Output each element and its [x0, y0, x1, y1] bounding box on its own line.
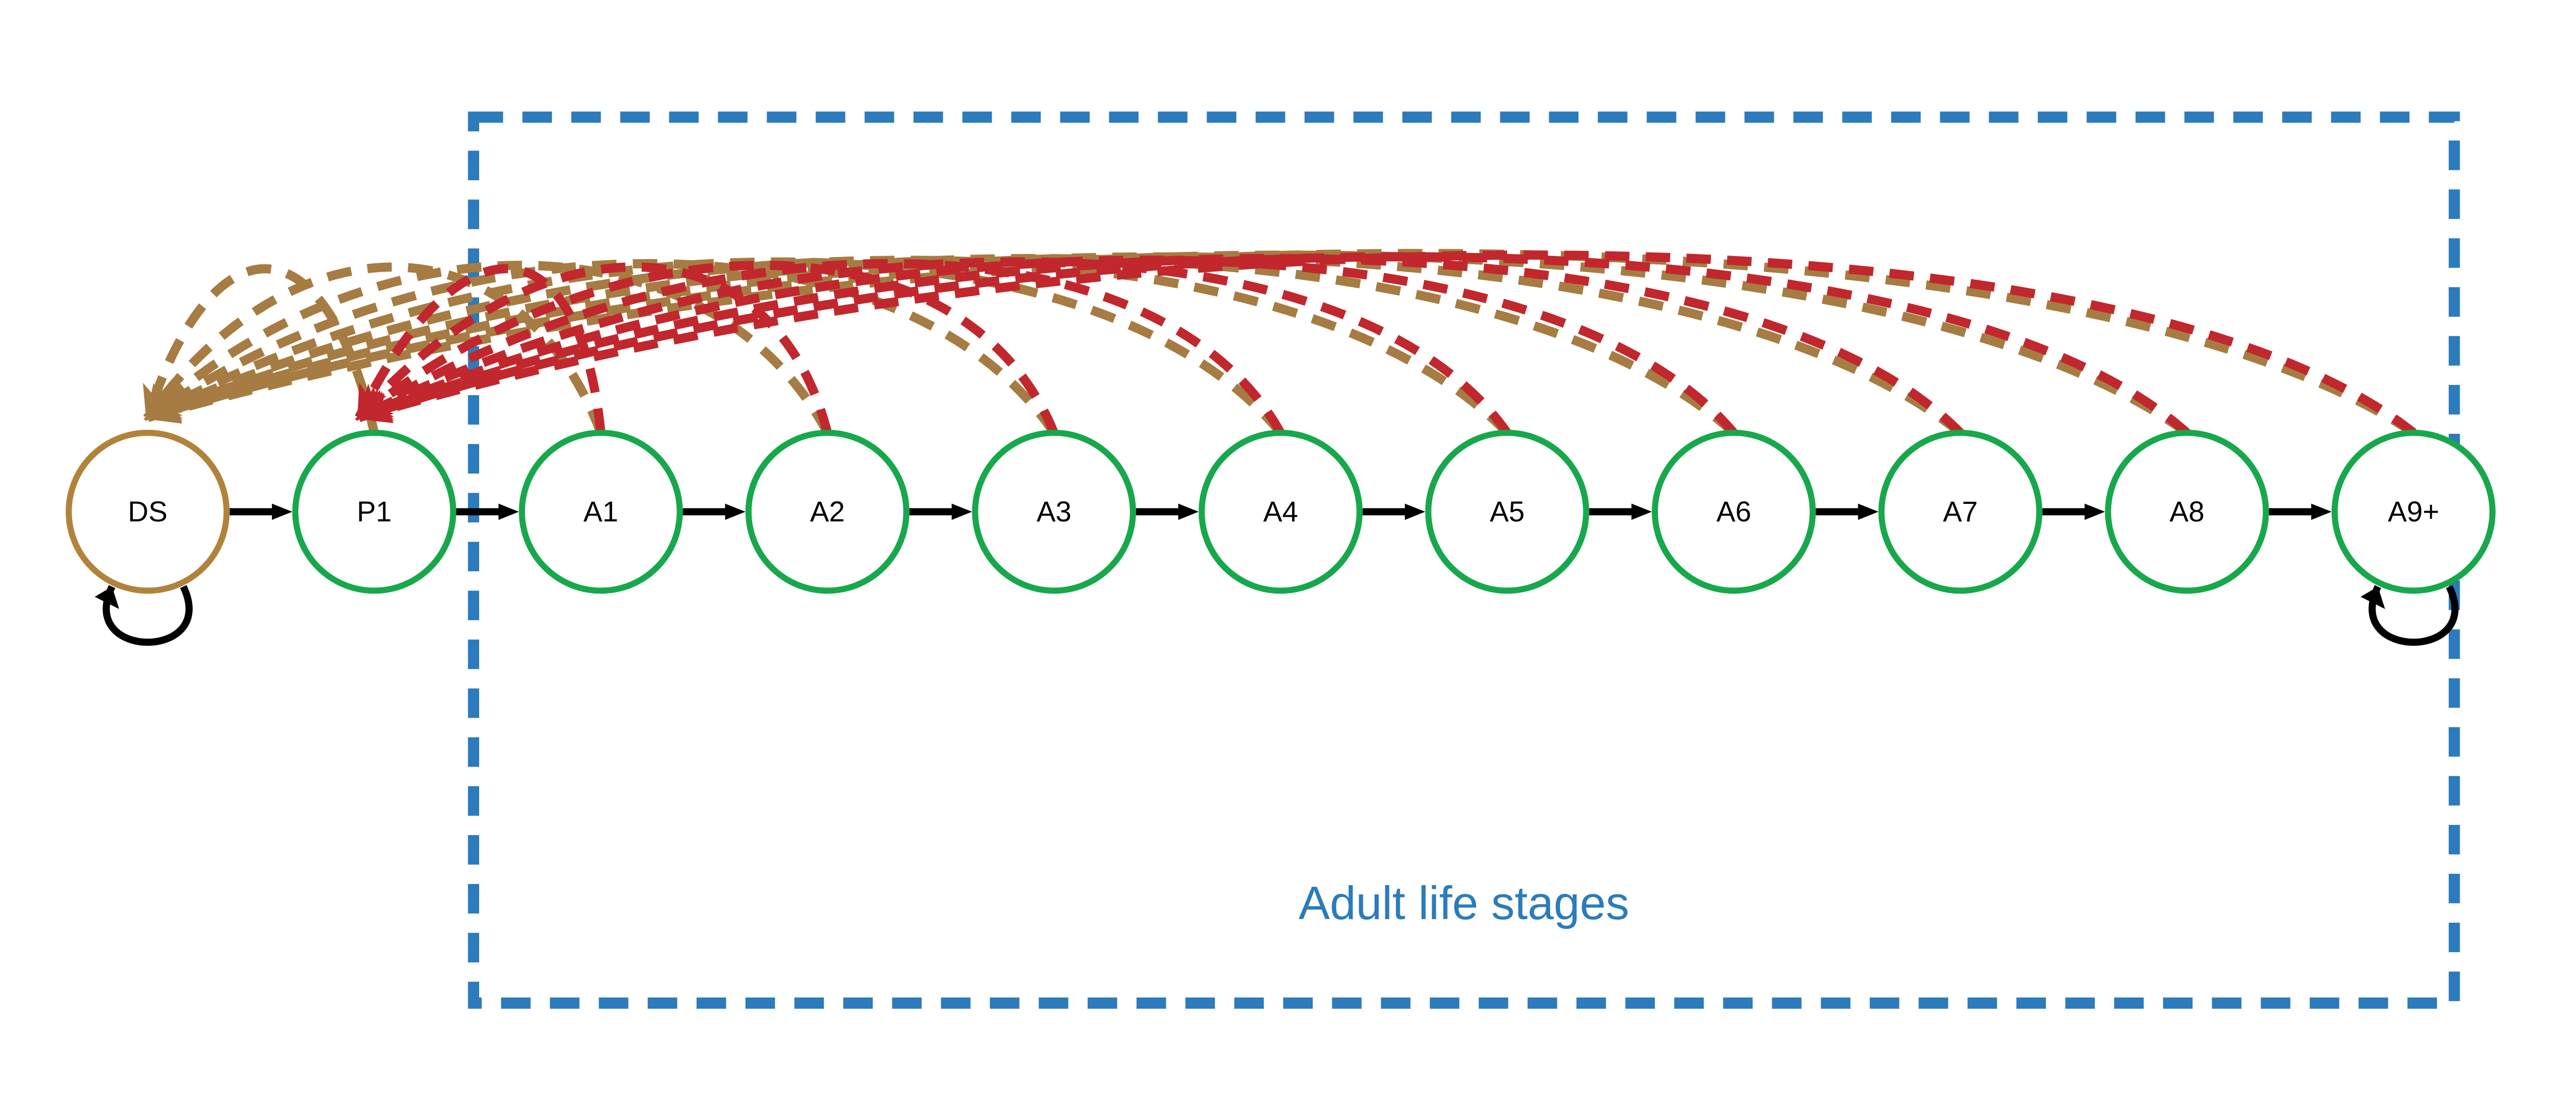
self-loop-DS: [106, 587, 189, 642]
edge-A8-A9p-arrowhead: [2311, 503, 2332, 520]
node-P1-label: P1: [357, 496, 392, 528]
node-A8-label: A8: [2170, 496, 2205, 528]
edge-A3-A4-arrowhead: [1178, 503, 1199, 520]
node-A9p-label: A9+: [2388, 496, 2439, 528]
edge-A6-A7-arrowhead: [1858, 503, 1878, 520]
edge-P1-A1-arrowhead: [499, 503, 519, 520]
edge-A7-A8-arrowhead: [2084, 503, 2105, 520]
node-A6-label: A6: [1716, 496, 1751, 528]
edge-A4-A5-arrowhead: [1405, 503, 1426, 520]
node-A2-label: A2: [810, 496, 845, 528]
node-A7-label: A7: [1943, 496, 1978, 528]
edge-A2-A3-arrowhead: [952, 503, 972, 520]
edge-A5-A6-arrowhead: [1632, 503, 1652, 520]
node-A3-label: A3: [1037, 496, 1072, 528]
self-loop-A9p: [2372, 587, 2455, 642]
node-DS-label: DS: [128, 496, 167, 528]
node-A4-label: A4: [1263, 496, 1298, 528]
node-A5-label: A5: [1490, 496, 1525, 528]
node-A1-label: A1: [583, 496, 618, 528]
edge-A1-A2-arrowhead: [725, 503, 745, 520]
adult-life-stages-label: Adult life stages: [1299, 877, 1630, 929]
edge-DS-P1-arrowhead: [272, 503, 293, 520]
